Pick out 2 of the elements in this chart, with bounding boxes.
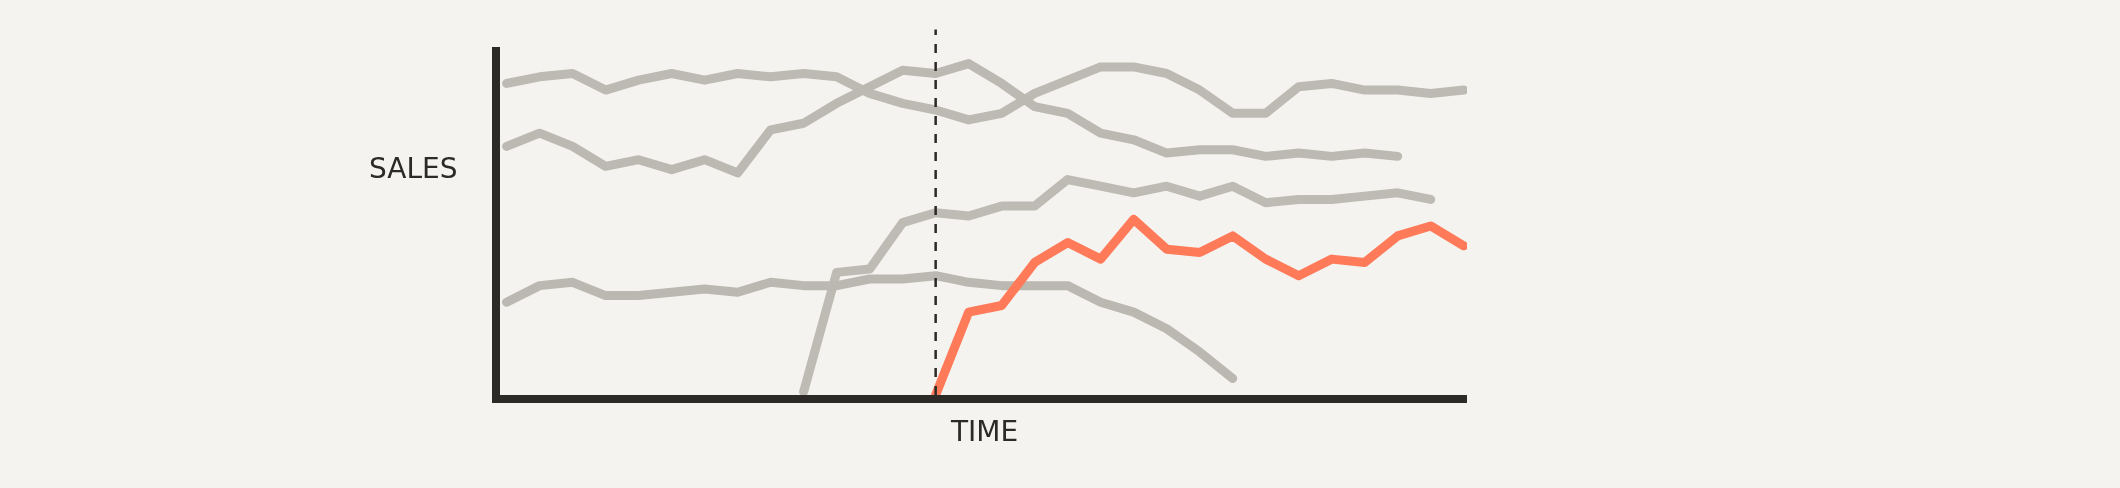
x-axis-title: TIME	[950, 415, 1019, 448]
y-axis-title: SALES	[369, 152, 458, 185]
